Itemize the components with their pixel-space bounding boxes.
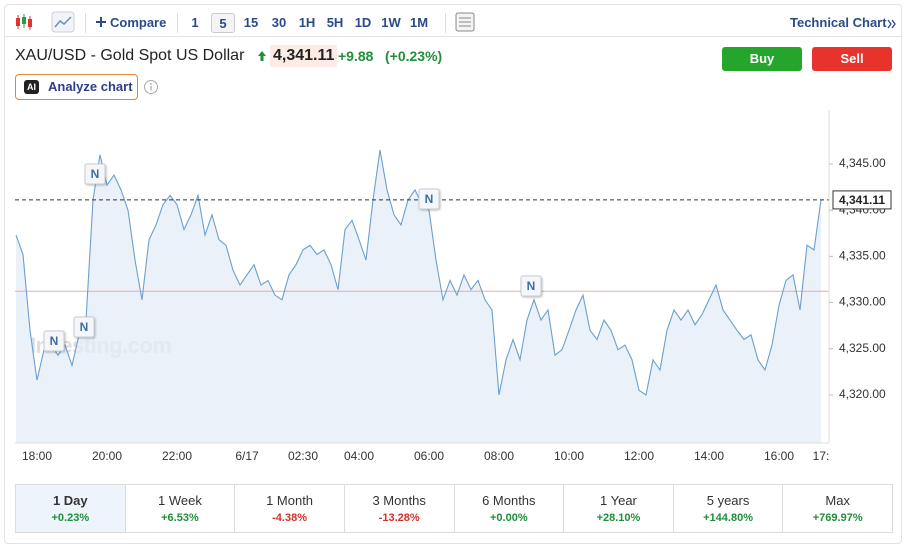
up-arrow (258, 51, 266, 61)
period-table: 1 Day +0.23% 1 Week +6.53% 1 Month -4.38% 3 Mo… (15, 484, 893, 533)
interval-button[interactable]: 1H (298, 15, 316, 30)
news-marker-label: N (80, 320, 89, 334)
x-tick-label: 6/17 (235, 449, 259, 463)
widget-frame (4, 4, 902, 544)
candles-icon[interactable] (13, 12, 35, 32)
period-label: Max (825, 493, 850, 508)
separator (85, 13, 86, 33)
x-tick-label: 20:00 (92, 449, 122, 463)
interval-button[interactable]: 15 (243, 15, 259, 30)
x-tick-label: 17: (813, 449, 830, 463)
news-marker-label: N (50, 334, 59, 348)
news-marker[interactable]: N (84, 163, 106, 185)
sell-button[interactable]: Sell (812, 47, 892, 71)
period-cell[interactable]: 1 Day +0.23% (16, 485, 125, 532)
separator (445, 13, 446, 33)
technical-chart-link[interactable]: Technical Chart (790, 15, 887, 30)
x-tick-label: 12:00 (624, 449, 654, 463)
info-icon[interactable] (143, 79, 159, 95)
period-change: +0.00% (490, 512, 528, 524)
interval-button[interactable]: 1W (381, 15, 401, 30)
news-marker[interactable]: N (520, 275, 542, 297)
y-tick-label: 4,345.00 (839, 156, 886, 170)
interval-button[interactable]: 5 (211, 13, 235, 33)
interval-button[interactable]: 30 (271, 15, 287, 30)
price-change-percent: (+0.23%) (385, 48, 443, 64)
layout-icon[interactable] (454, 11, 476, 33)
news-marker-label: N (425, 192, 434, 206)
x-tick-label: 18:00 (22, 449, 52, 463)
period-cell[interactable]: 1 Month -4.38% (234, 485, 344, 532)
period-label: 1 Day (52, 493, 88, 508)
period-change: +6.53% (161, 512, 199, 524)
interval-button[interactable]: 5H (326, 15, 344, 30)
chevron-icon (887, 19, 896, 29)
analyze-chart-label: Analyze chart (48, 79, 133, 94)
period-label: 1 Week (158, 493, 202, 508)
x-tick-label: 02:30 (288, 449, 318, 463)
x-tick-label: 04:00 (344, 449, 374, 463)
news-marker[interactable]: N (73, 316, 95, 338)
news-marker-box (43, 330, 65, 352)
period-label: 1 Year (600, 493, 637, 508)
instrument-title: XAU/USD - Gold Spot US Dollar (15, 47, 245, 64)
news-marker-box (84, 163, 106, 185)
interval-button[interactable]: 1 (191, 15, 199, 30)
period-label: 3 Months (372, 493, 426, 508)
ai-badge: AI (24, 80, 39, 94)
compare-button[interactable]: Compare (110, 15, 167, 30)
y-tick-label: 4,330.00 (839, 295, 886, 309)
y-tick-label: 4,325.00 (839, 341, 886, 355)
period-label: 5 years (706, 493, 750, 508)
x-tick-label: 14:00 (694, 449, 724, 463)
area-fill (16, 150, 821, 443)
current-price-tag: 4,341.11 (832, 190, 892, 210)
buy-button[interactable]: Buy (722, 47, 802, 71)
last-price: 4,341.11 (270, 45, 338, 67)
x-tick-label: 10:00 (554, 449, 584, 463)
interval-button[interactable]: 1D (354, 15, 372, 30)
area-icon[interactable] (51, 11, 75, 33)
period-cell[interactable]: 1 Week +6.53% (124, 485, 235, 532)
x-tick-label: 22:00 (162, 449, 192, 463)
news-marker[interactable]: N (418, 188, 440, 210)
period-label: 1 Month (266, 493, 314, 508)
news-marker[interactable]: N (43, 330, 65, 352)
current-price-box (832, 190, 892, 210)
news-marker-box (73, 316, 95, 338)
plus-icon (96, 17, 106, 27)
price-change: +9.88 (338, 48, 374, 64)
analyze-chart-button[interactable]: AI Analyze chart (15, 74, 138, 100)
period-cell[interactable]: Max +769.97% (782, 485, 892, 532)
interval-button[interactable]: 1M (409, 15, 429, 30)
x-tick-label: 08:00 (484, 449, 514, 463)
period-change: -4.38% (272, 512, 307, 524)
toolbar: Compare 1 5 15 30 1H 5H 1D 1W 1M Technical Chart (5, 5, 902, 37)
news-marker-box (418, 188, 440, 210)
y-tick-label: 4,320.00 (839, 387, 886, 401)
period-cell[interactable]: 1 Year +28.10% (563, 485, 673, 532)
period-change: +0.23% (51, 512, 90, 524)
x-tick-label: 06:00 (414, 449, 444, 463)
current-price-label: 4,341.11 (839, 193, 885, 207)
y-tick-label: 4,335.00 (839, 249, 886, 263)
separator (177, 13, 178, 33)
x-tick-label: 16:00 (764, 449, 794, 463)
news-marker-label: N (527, 279, 536, 293)
period-change: +144.80% (703, 512, 753, 524)
period-cell[interactable]: 3 Months -13.28% (343, 485, 454, 532)
period-cell[interactable]: 6 Months +0.00% (453, 485, 564, 532)
period-change: -13.28% (378, 512, 420, 524)
period-cell[interactable]: 5 years +144.80% (672, 485, 783, 532)
period-change: +28.10% (596, 512, 641, 524)
news-marker-label: N (91, 167, 100, 181)
period-label: 6 Months (482, 493, 536, 508)
news-marker-box (520, 275, 542, 297)
period-change: +769.97% (812, 512, 863, 524)
